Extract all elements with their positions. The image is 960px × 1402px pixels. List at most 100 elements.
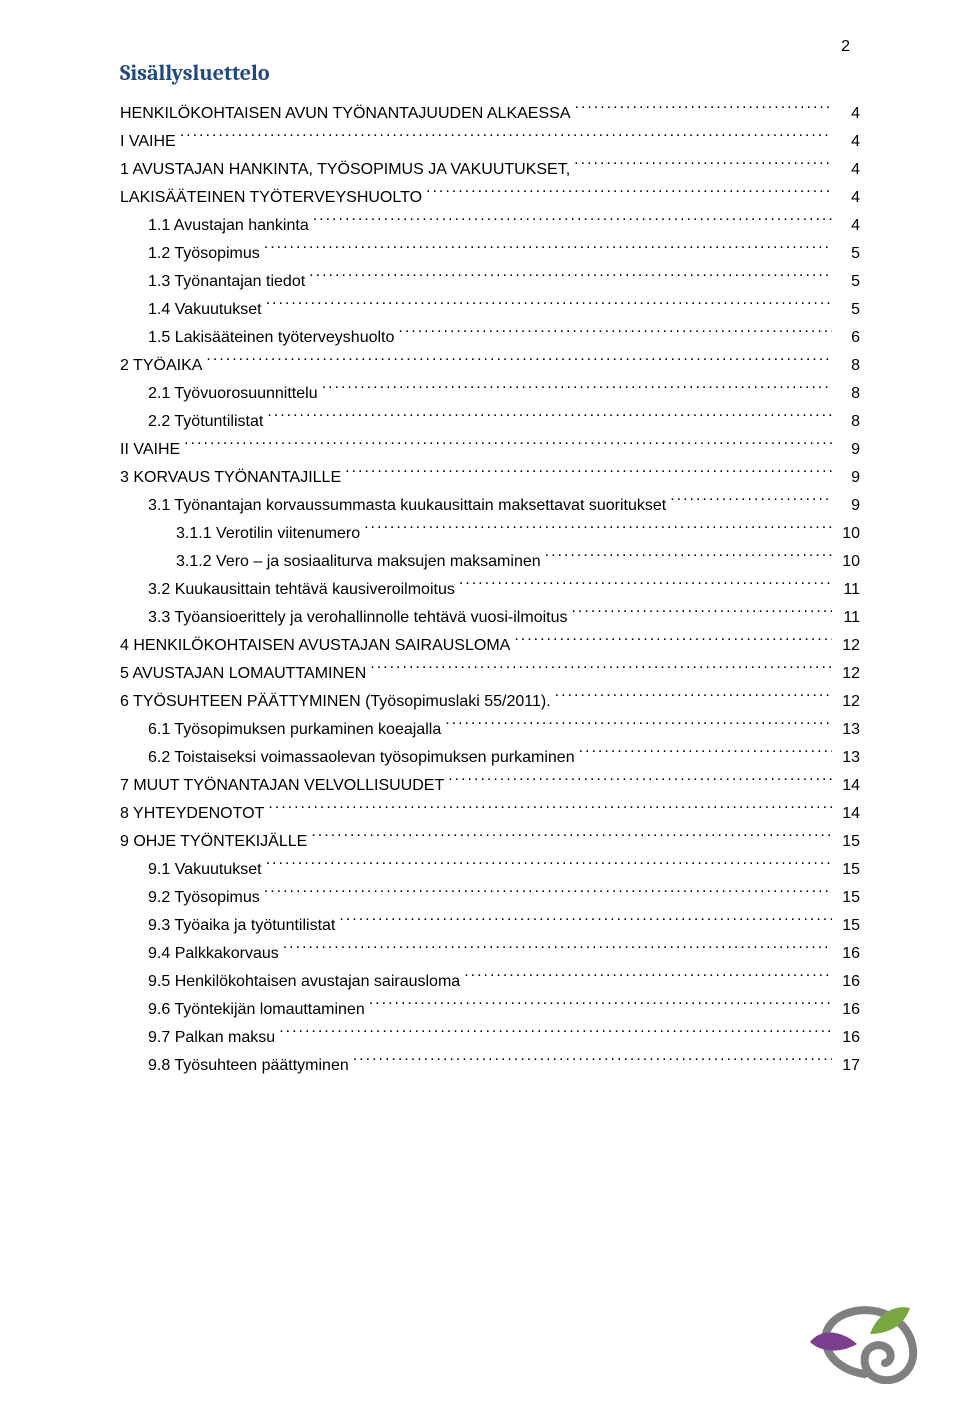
toc-entry[interactable]: 2.1 Työvuorosuunnittelu8 — [120, 380, 860, 408]
toc-entry-page: 15 — [836, 912, 860, 940]
toc-entry-label: 1.5 Lakisääteinen työterveyshuolto — [148, 324, 394, 352]
toc-entry[interactable]: 2 TYÖAIKA8 — [120, 352, 860, 380]
toc-entry-page: 5 — [836, 268, 860, 296]
toc-leader-dots — [180, 130, 832, 146]
toc-entry[interactable]: 5 AVUSTAJAN LOMAUTTAMINEN 12 — [120, 660, 860, 688]
toc-entry[interactable]: 9.4 Palkkakorvaus 16 — [120, 940, 860, 968]
toc-entry-label: 6.2 Toistaiseksi voimassaolevan työsopim… — [148, 744, 575, 772]
toc-entry[interactable]: II VAIHE 9 — [120, 436, 860, 464]
toc-entry[interactable]: 7 MUUT TYÖNANTAJAN VELVOLLISUUDET14 — [120, 772, 860, 800]
toc-entry-page: 9 — [836, 492, 860, 520]
toc-entry-label: LAKISÄÄTEINEN TYÖTERVEYSHUOLTO — [120, 184, 422, 212]
toc-entry-page: 9 — [836, 436, 860, 464]
toc-entry-page: 11 — [836, 604, 860, 632]
toc-leader-dots — [459, 578, 832, 594]
toc-leader-dots — [283, 942, 832, 958]
toc-leader-dots — [571, 606, 832, 622]
toc-entry-page: 8 — [836, 380, 860, 408]
toc-entry-label: 1.3 Työnantajan tiedot — [148, 268, 305, 296]
toc-entry[interactable]: 3.2 Kuukausittain tehtävä kausiveroilmoi… — [120, 576, 860, 604]
toc-entry[interactable]: LAKISÄÄTEINEN TYÖTERVEYSHUOLTO 4 — [120, 184, 860, 212]
toc-leader-dots — [426, 186, 832, 202]
toc-entry[interactable]: HENKILÖKOHTAISEN AVUN TYÖNANTAJUUDEN ALK… — [120, 100, 860, 128]
toc-entry-label: 9.7 Palkan maksu — [148, 1024, 275, 1052]
document-title: Sisällysluettelo — [120, 60, 860, 86]
page: 2 Sisällysluettelo HENKILÖKOHTAISEN AVUN… — [0, 0, 960, 1402]
toc-entry[interactable]: 4 HENKILÖKOHTAISEN AVUSTAJAN SAIRAUSLOMA… — [120, 632, 860, 660]
toc-entry[interactable]: 1.3 Työnantajan tiedot 5 — [120, 268, 860, 296]
toc-entry-page: 16 — [836, 1024, 860, 1052]
toc-entry-label: 9.4 Palkkakorvaus — [148, 940, 279, 968]
toc-entry-label: 8 YHTEYDENOTOT — [120, 800, 264, 828]
toc-leader-dots — [264, 242, 832, 258]
toc-leader-dots — [184, 438, 832, 454]
toc-entry[interactable]: 9.6 Työntekijän lomauttaminen16 — [120, 996, 860, 1024]
toc-entry-page: 15 — [836, 828, 860, 856]
toc-entry[interactable]: 6.2 Toistaiseksi voimassaolevan työsopim… — [120, 744, 860, 772]
toc-leader-dots — [266, 298, 832, 314]
toc-entry[interactable]: 9.2 Työsopimus15 — [120, 884, 860, 912]
toc-leader-dots — [313, 214, 832, 230]
toc-leader-dots — [545, 550, 832, 566]
toc-leader-dots — [670, 494, 832, 510]
toc-entry[interactable]: 9.1 Vakuutukset15 — [120, 856, 860, 884]
toc-leader-dots — [579, 746, 832, 762]
toc-entry[interactable]: 1.5 Lakisääteinen työterveyshuolto6 — [120, 324, 860, 352]
toc-entry[interactable]: 3.1.1 Verotilin viitenumero10 — [120, 520, 860, 548]
toc-entry-page: 4 — [836, 100, 860, 128]
toc-entry-page: 14 — [836, 772, 860, 800]
toc-entry-page: 9 — [836, 464, 860, 492]
toc-entry-label: II VAIHE — [120, 436, 180, 464]
toc-entry[interactable]: 9.5 Henkilökohtaisen avustajan sairauslo… — [120, 968, 860, 996]
toc-leader-dots — [266, 858, 832, 874]
toc-entry[interactable]: 6.1 Työsopimuksen purkaminen koeajalla13 — [120, 716, 860, 744]
toc-leader-dots — [311, 830, 832, 846]
toc-entry-label: 6 TYÖSUHTEEN PÄÄTTYMINEN (Työsopimuslaki… — [120, 688, 551, 716]
toc-entry-page: 12 — [836, 688, 860, 716]
toc-entry-label: 5 AVUSTAJAN LOMAUTTAMINEN — [120, 660, 366, 688]
toc-entry-label: 3.3 Työansioerittely ja verohallinnolle … — [148, 604, 567, 632]
toc-entry-label: 9 OHJE TYÖNTEKIJÄLLE — [120, 828, 307, 856]
toc-entry-label: 3.1 Työnantajan korvaussummasta kuukausi… — [148, 492, 666, 520]
toc-entry-page: 4 — [836, 184, 860, 212]
toc-entry-page: 17 — [836, 1052, 860, 1080]
toc-entry-page: 15 — [836, 884, 860, 912]
toc-entry-page: 12 — [836, 660, 860, 688]
toc-entry-label: 3.1.2 Vero – ja sosiaaliturva maksujen m… — [176, 548, 541, 576]
toc-entry[interactable]: 1.2 Työsopimus5 — [120, 240, 860, 268]
toc-entry-label: I VAIHE — [120, 128, 176, 156]
toc-entry[interactable]: 9.8 Työsuhteen päättyminen17 — [120, 1052, 860, 1080]
toc-entry[interactable]: 9 OHJE TYÖNTEKIJÄLLE 15 — [120, 828, 860, 856]
toc-entry-page: 4 — [836, 212, 860, 240]
toc-entry[interactable]: 3.1.2 Vero – ja sosiaaliturva maksujen m… — [120, 548, 860, 576]
toc-entry-page: 5 — [836, 240, 860, 268]
toc-leader-dots — [339, 914, 832, 930]
toc-entry[interactable]: 1.4 Vakuutukset5 — [120, 296, 860, 324]
toc-leader-dots — [574, 158, 832, 174]
toc-leader-dots — [206, 354, 832, 370]
toc-entry[interactable]: 8 YHTEYDENOTOT14 — [120, 800, 860, 828]
toc-leader-dots — [353, 1054, 832, 1070]
table-of-contents: HENKILÖKOHTAISEN AVUN TYÖNANTAJUUDEN ALK… — [120, 100, 860, 1080]
toc-entry[interactable]: 9.3 Työaika ja työtuntilistat15 — [120, 912, 860, 940]
toc-entry-label: 9.5 Henkilökohtaisen avustajan sairauslo… — [148, 968, 460, 996]
toc-entry[interactable]: 1 AVUSTAJAN HANKINTA, TYÖSOPIMUS JA VAKU… — [120, 156, 860, 184]
toc-entry[interactable]: 3.3 Työansioerittely ja verohallinnolle … — [120, 604, 860, 632]
toc-entry-label: 3.1.1 Verotilin viitenumero — [176, 520, 360, 548]
toc-entry-page: 16 — [836, 940, 860, 968]
toc-entry-label: 4 HENKILÖKOHTAISEN AVUSTAJAN SAIRAUSLOMA — [120, 632, 510, 660]
toc-entry-page: 15 — [836, 856, 860, 884]
toc-entry-page: 4 — [836, 128, 860, 156]
toc-entry-label: 1 AVUSTAJAN HANKINTA, TYÖSOPIMUS JA VAKU… — [120, 156, 570, 184]
toc-entry-label: 6.1 Työsopimuksen purkaminen koeajalla — [148, 716, 441, 744]
toc-entry-page: 4 — [836, 156, 860, 184]
toc-entry[interactable]: 3.1 Työnantajan korvaussummasta kuukausi… — [120, 492, 860, 520]
toc-entry[interactable]: I VAIHE 4 — [120, 128, 860, 156]
toc-entry[interactable]: 6 TYÖSUHTEEN PÄÄTTYMINEN (Työsopimuslaki… — [120, 688, 860, 716]
toc-entry[interactable]: 1.1 Avustajan hankinta4 — [120, 212, 860, 240]
toc-entry[interactable]: 9.7 Palkan maksu 16 — [120, 1024, 860, 1052]
toc-entry[interactable]: 3 KORVAUS TYÖNANTAJILLE9 — [120, 464, 860, 492]
toc-leader-dots — [370, 662, 832, 678]
toc-leader-dots — [574, 102, 832, 118]
toc-entry[interactable]: 2.2 Työtuntilistat8 — [120, 408, 860, 436]
